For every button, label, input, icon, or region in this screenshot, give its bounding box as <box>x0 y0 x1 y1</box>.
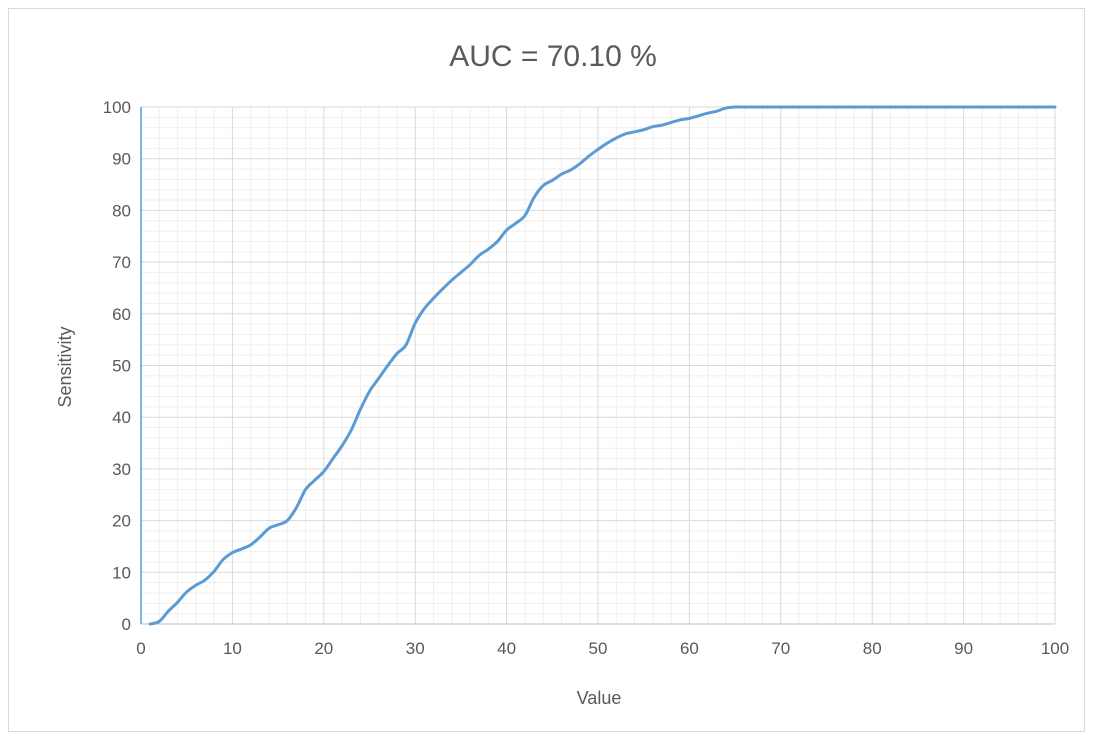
x-tick-label: 10 <box>223 639 242 658</box>
y-axis-label: Sensitivity <box>55 326 75 407</box>
x-tick-label: 100 <box>1041 639 1069 658</box>
y-tick-label: 0 <box>122 615 131 634</box>
x-tick-labels: 0 10 20 30 40 50 60 70 80 90 100 <box>136 639 1069 658</box>
x-tick-label: 50 <box>589 639 608 658</box>
y-tick-label: 80 <box>112 201 131 220</box>
x-axis-label: Value <box>577 688 622 708</box>
x-tick-label: 0 <box>136 639 145 658</box>
axes <box>140 107 1055 625</box>
y-tick-label: 40 <box>112 408 131 427</box>
y-tick-labels: 0 10 20 30 40 50 60 70 80 90 100 <box>103 98 131 634</box>
chart-svg: 0 10 20 30 40 50 60 70 80 90 100 0 10 20 30 40 50 60 70 80… <box>55 40 1069 708</box>
x-tick-label: 70 <box>771 639 790 658</box>
chart-title: AUC = 70.10 % <box>449 40 657 73</box>
y-tick-label: 60 <box>112 305 131 324</box>
y-tick-label: 100 <box>103 98 131 117</box>
y-tick-label: 70 <box>112 253 131 272</box>
series-line <box>148 105 1057 626</box>
y-tick-label: 50 <box>112 357 131 376</box>
y-tick-label: 10 <box>112 563 131 582</box>
chart-frame: 0 10 20 30 40 50 60 70 80 90 100 0 10 20 30 40 50 60 70 80… <box>8 8 1085 732</box>
y-tick-label: 20 <box>112 512 131 531</box>
series-group <box>148 105 1057 626</box>
major-gridlines <box>140 106 1056 625</box>
x-tick-label: 90 <box>954 639 973 658</box>
x-tick-label: 60 <box>680 639 699 658</box>
x-tick-label: 80 <box>863 639 882 658</box>
x-tick-label: 30 <box>406 639 425 658</box>
x-tick-label: 20 <box>314 639 333 658</box>
y-tick-label: 90 <box>112 150 131 169</box>
y-tick-label: 30 <box>112 460 131 479</box>
x-tick-label: 40 <box>497 639 516 658</box>
